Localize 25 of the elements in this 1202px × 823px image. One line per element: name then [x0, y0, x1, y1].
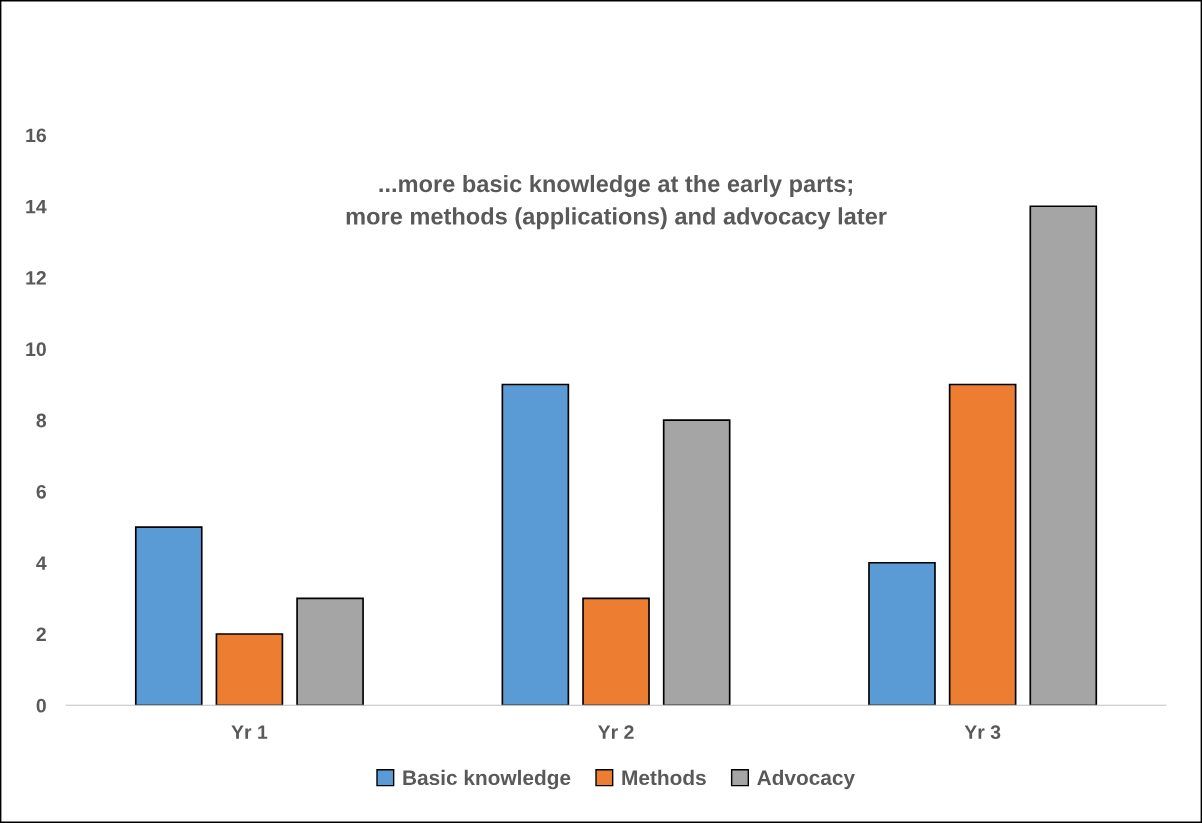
legend-label: Methods — [622, 769, 706, 786]
bar — [662, 419, 731, 706]
x-tick-label: Yr 1 — [231, 725, 268, 739]
y-tick-label: 4 — [36, 556, 47, 570]
x-tick-label: Yr 3 — [964, 725, 1001, 740]
y-tick-label: 14 — [26, 199, 47, 214]
bar — [868, 561, 936, 706]
bar — [134, 526, 203, 706]
bar — [582, 597, 650, 706]
text: ...more basic knowledge at the early parts; more methods (applications) and advocacy later — [346, 174, 887, 230]
legend-label: Basic knowledge — [403, 769, 571, 790]
legend-label: Advocacy — [757, 769, 855, 790]
y-tick-label: 12 — [26, 271, 46, 285]
bar — [1029, 205, 1098, 706]
bar — [501, 383, 570, 706]
y-tick-label: 16 — [26, 128, 46, 143]
bar — [948, 383, 1017, 706]
y-tick-label: 10 — [26, 342, 46, 357]
y-tick-label: 6 — [36, 484, 46, 499]
bar — [296, 597, 364, 706]
x-tick-label: Yr 2 — [597, 725, 634, 739]
y-tick-label: 2 — [36, 627, 46, 642]
bar — [215, 633, 284, 706]
y-tick-label: 0 — [36, 698, 46, 713]
y-tick-label: 8 — [36, 413, 47, 428]
